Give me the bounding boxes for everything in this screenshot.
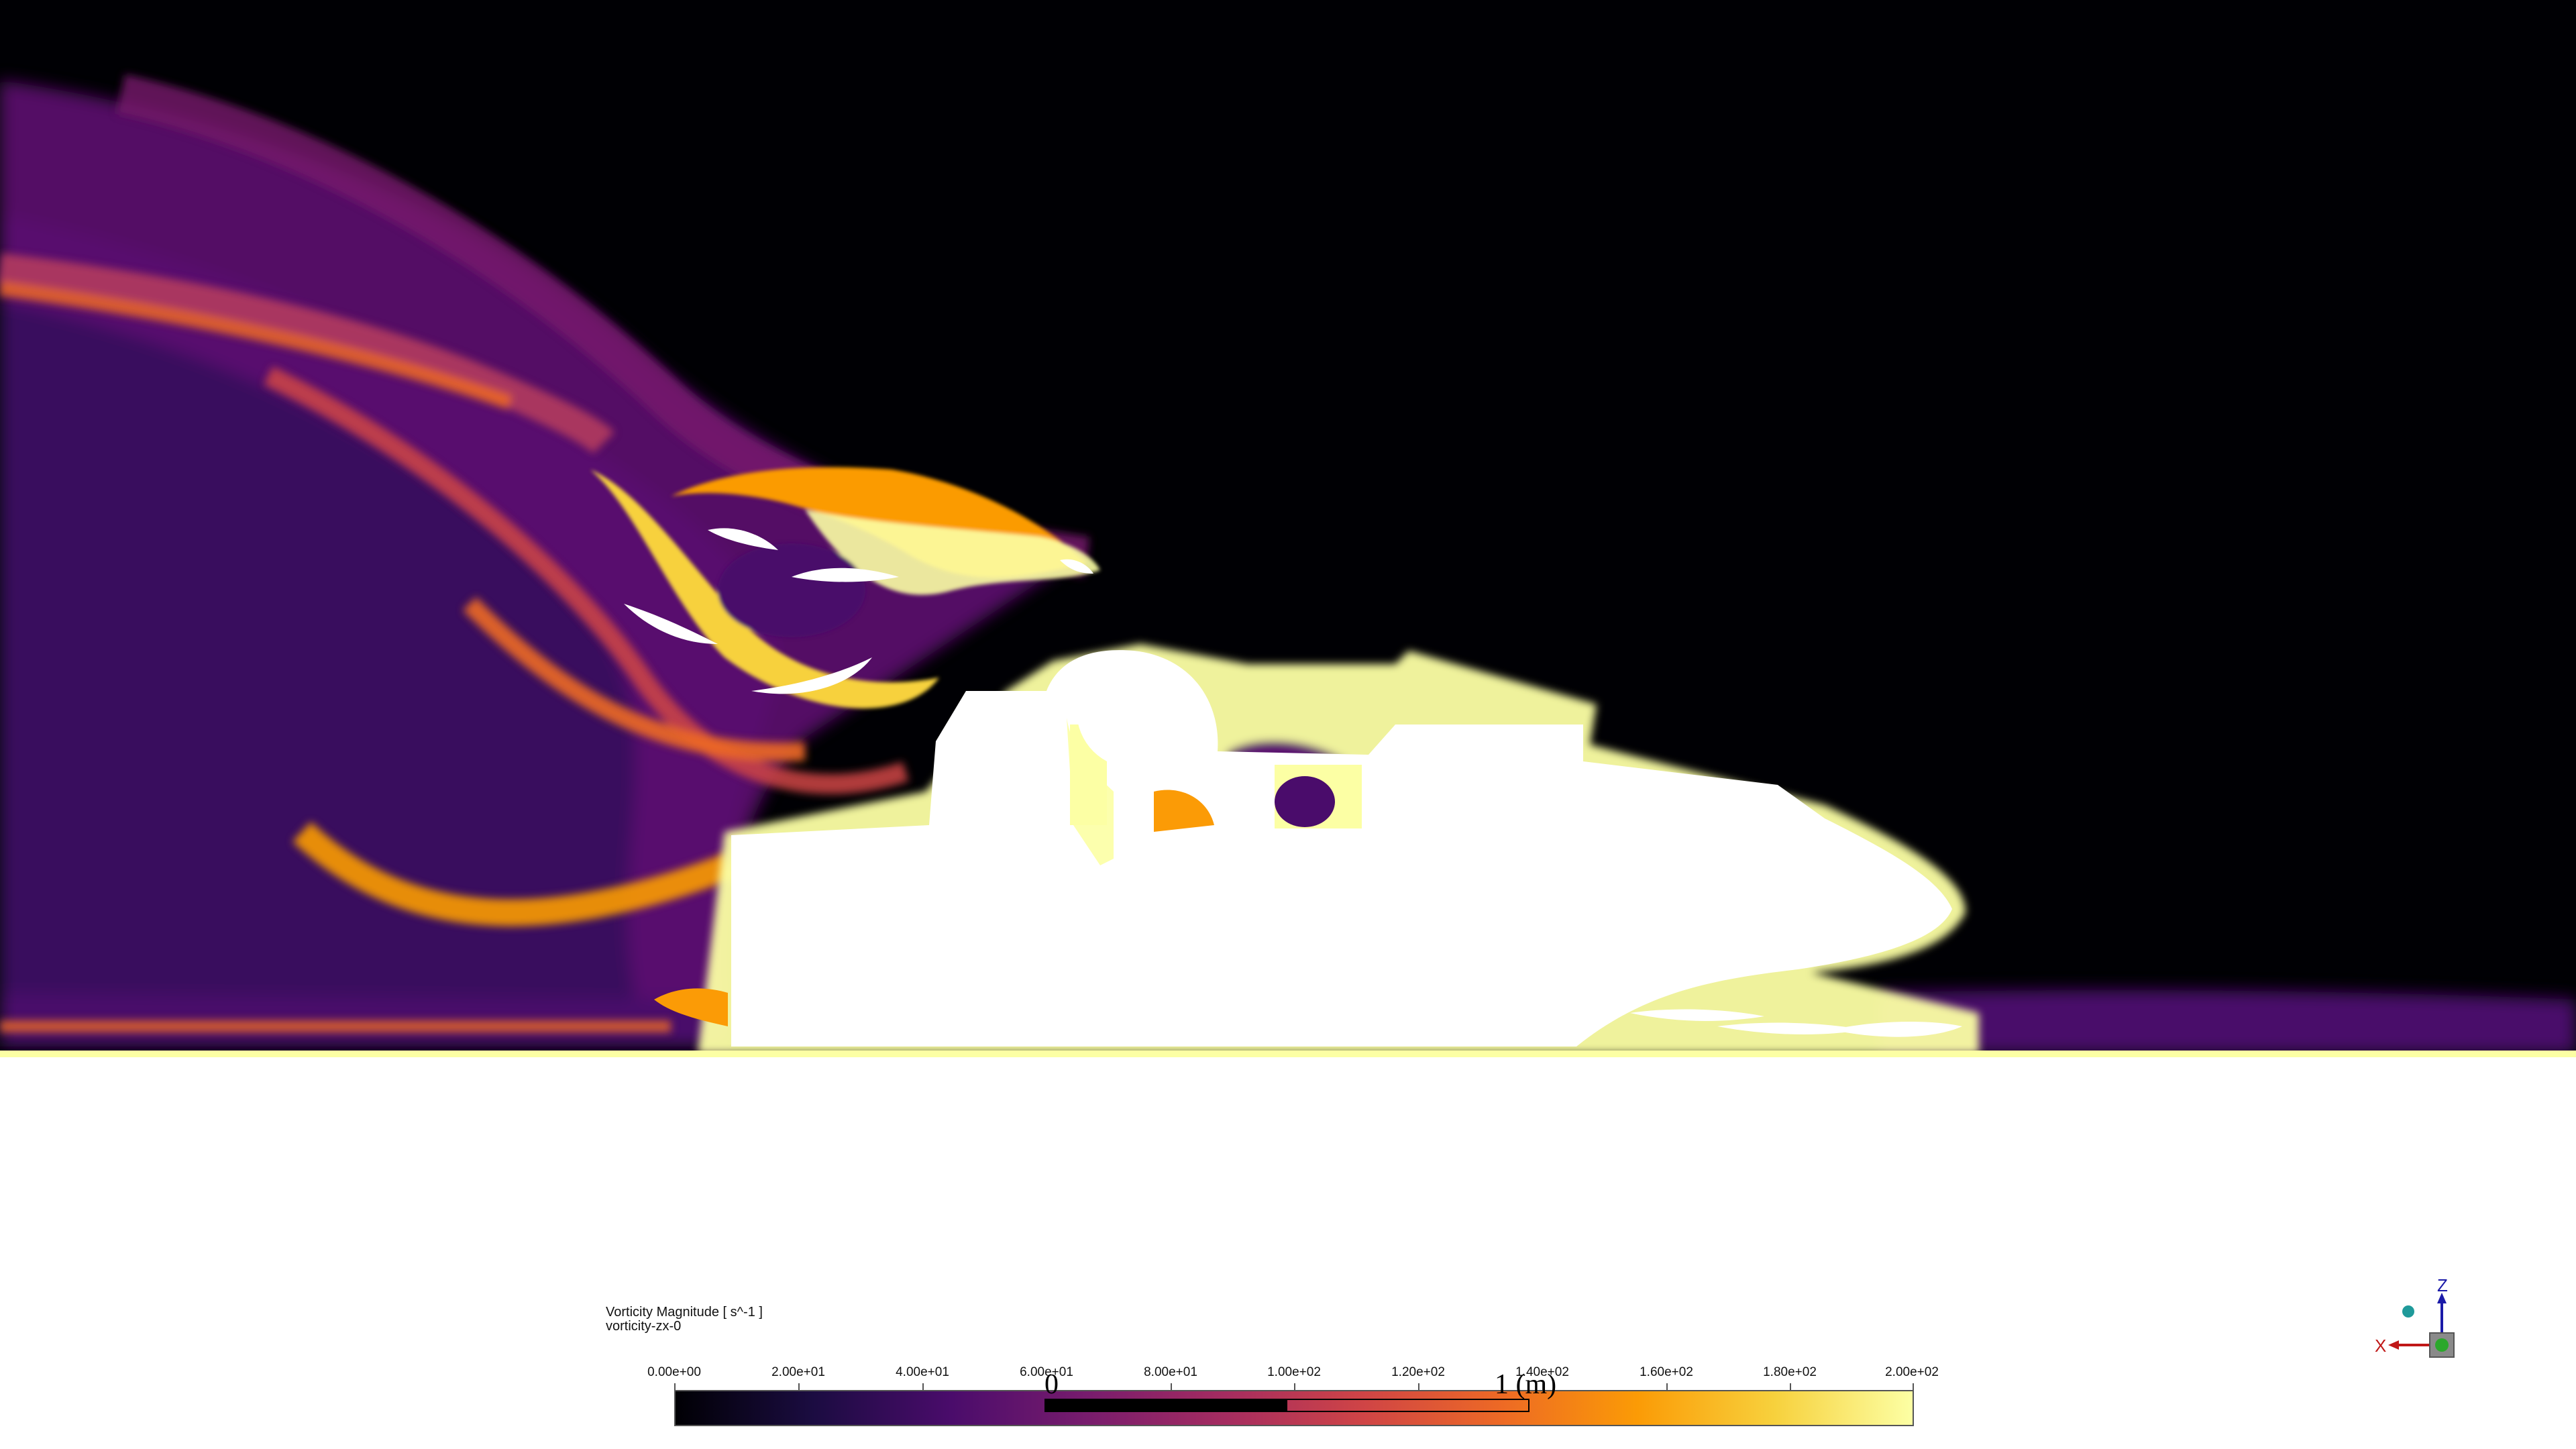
legend-tick-mark [1542, 1383, 1544, 1390]
rear-wing-elements [624, 528, 1093, 694]
legend-tick-mark [1913, 1383, 1914, 1390]
legend-tick-mark [1790, 1383, 1791, 1390]
legend-tick-label: 1.20e+02 [1391, 1365, 1445, 1379]
legend-tick-label: 2.00e+02 [1885, 1365, 1939, 1379]
length-scale-bar: 0 1 (m) [1044, 1368, 1556, 1415]
scale-bar-fill [1046, 1400, 1287, 1411]
legend-tick-label: 4.00e+01 [896, 1365, 949, 1379]
legend-tick-mark [1418, 1383, 1419, 1390]
legend-tick-label: 2.00e+01 [771, 1365, 825, 1379]
ground-boundary-layer [0, 1051, 2576, 1057]
scale-bar-start-label: 0 [1044, 1369, 1059, 1400]
orientation-triad[interactable]: Z X [2375, 1278, 2475, 1372]
legend-tick-mark [1294, 1383, 1295, 1390]
scale-bar-track [1044, 1399, 1529, 1412]
legend-tick-mark [1666, 1383, 1668, 1390]
x-axis-label: X [2375, 1336, 2386, 1356]
legend-tick-mark [1171, 1383, 1172, 1390]
z-axis-arrowhead [2437, 1293, 2447, 1303]
legend-tick-label: 1.00e+02 [1267, 1365, 1321, 1379]
legend-tick-label: 8.00e+01 [1144, 1365, 1197, 1379]
legend-tick-label: 1.40e+02 [1515, 1365, 1569, 1379]
x-axis-arrowhead [2388, 1340, 2399, 1350]
legend-tick-label: 6.00e+01 [1020, 1365, 1073, 1379]
isometric-view-icon [2402, 1305, 2414, 1318]
legend-tick-label: 0.00e+00 [647, 1365, 701, 1379]
front-wing-elements [654, 988, 1962, 1037]
race-car-body [731, 650, 1952, 1046]
legend-tick-label: 1.60e+02 [1640, 1365, 1693, 1379]
legend-title: Vorticity Magnitude [ s^-1 ] [606, 1305, 763, 1320]
legend-plane-name: vorticity-zx-0 [606, 1319, 682, 1334]
legend-tick-mark [798, 1383, 800, 1390]
legend-tick-mark [1046, 1383, 1048, 1390]
legend-tick-label: 1.80e+02 [1763, 1365, 1817, 1379]
colorbar [674, 1390, 1914, 1426]
scale-bar-end-label: 1 (m) [1495, 1369, 1557, 1400]
legend-tick-mark [674, 1383, 676, 1390]
y-axis-dot-icon [2435, 1338, 2449, 1352]
ground-plane [0, 1057, 2576, 1449]
legend-tick-mark [922, 1383, 924, 1390]
z-axis-label: Z [2437, 1278, 2448, 1295]
